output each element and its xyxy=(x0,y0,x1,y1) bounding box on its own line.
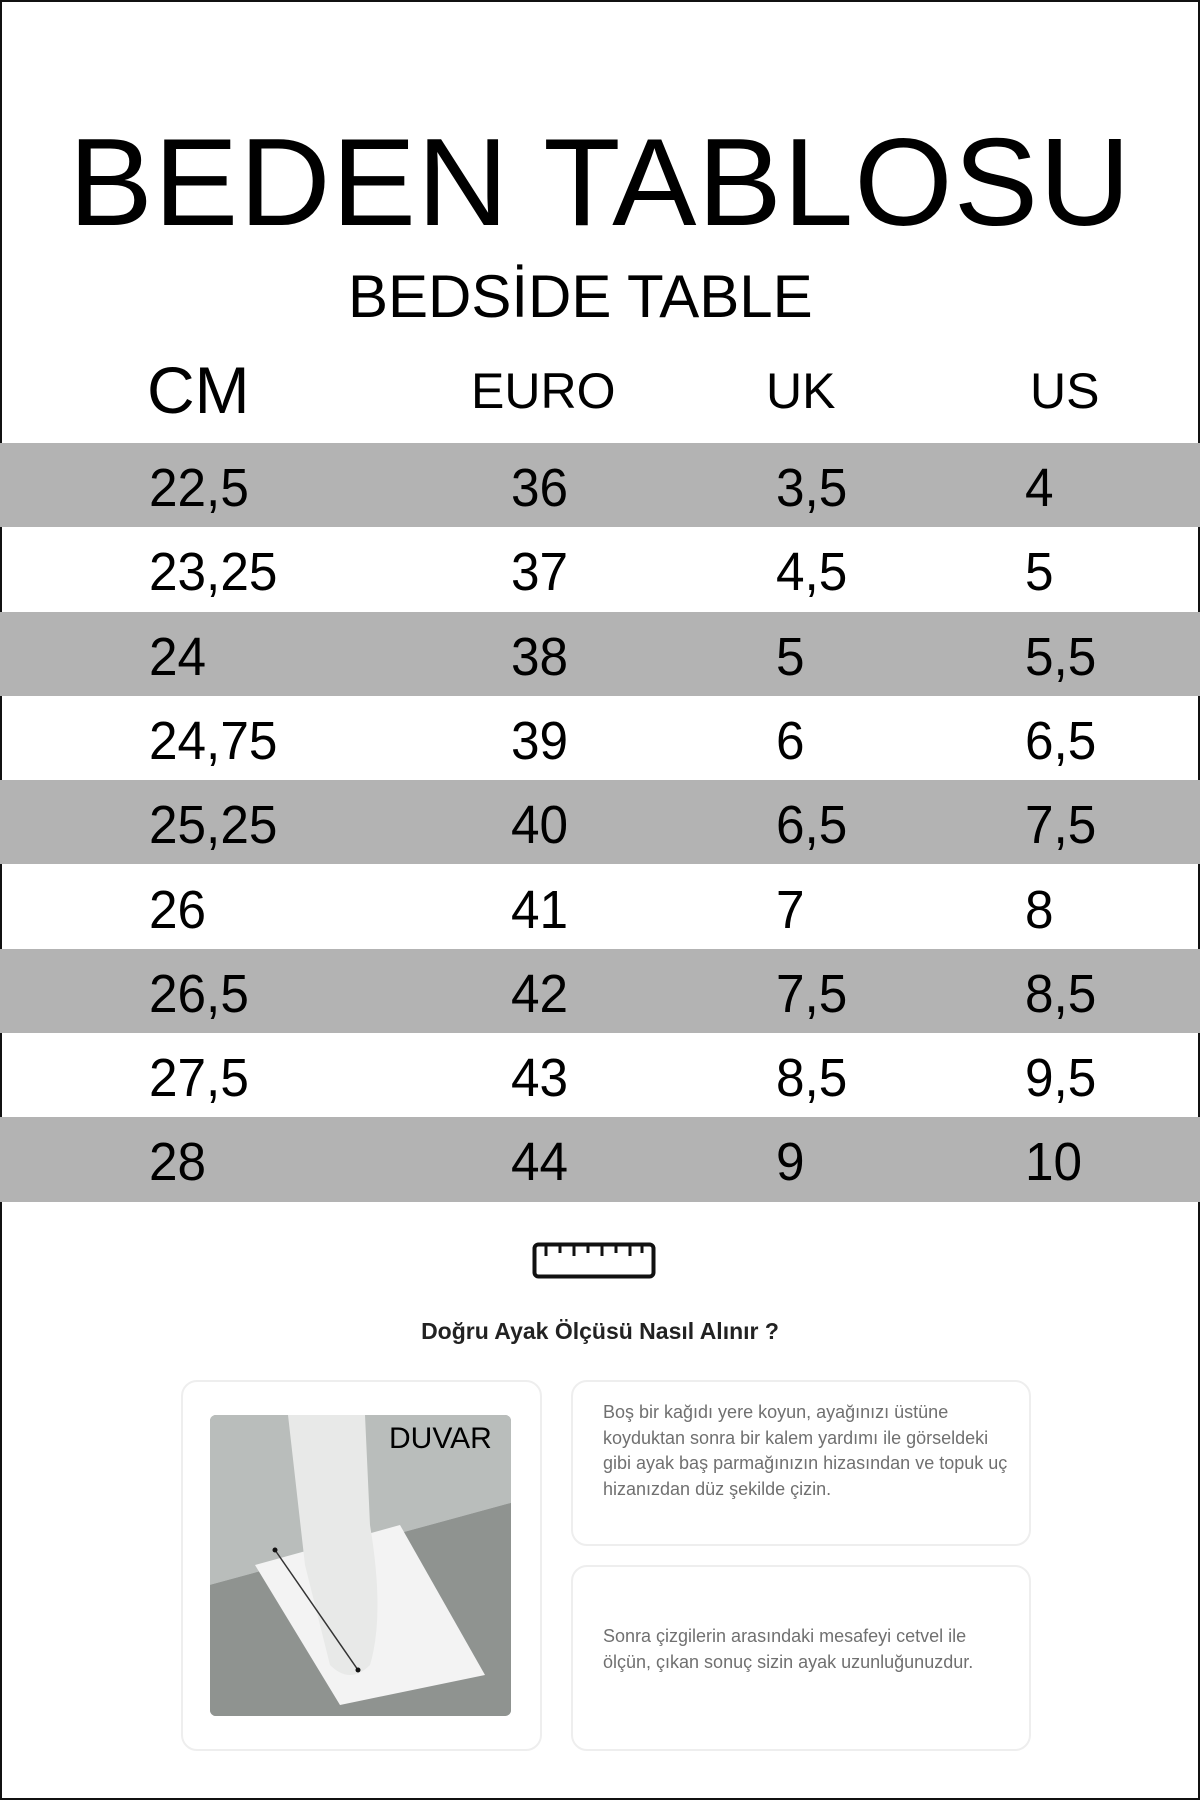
cell-cm: 24,75 xyxy=(149,710,278,771)
guide-heading: Doğru Ayak Ölçüsü Nasıl Alınır ? xyxy=(421,1318,779,1344)
step-1-card: Boş bir kağıdı yere koyun, ayağınızı üst… xyxy=(571,1380,1031,1546)
cell-cm: 25,25 xyxy=(149,795,278,856)
step-1-text: Boş bir kağıdı yere koyun, ayağınızı üst… xyxy=(603,1402,1008,1499)
cell-cm: 23,25 xyxy=(149,542,278,603)
table-row: 28 44 9 10 xyxy=(0,1117,1200,1202)
cell-uk: 6 xyxy=(776,710,805,771)
table-row: 24 38 5 5,5 xyxy=(0,611,1200,696)
cell-us: 8 xyxy=(1025,879,1054,940)
table-row: 24,75 39 6 6,5 xyxy=(0,696,1200,780)
cell-uk: 4,5 xyxy=(776,542,848,603)
cell-cm: 22,5 xyxy=(149,458,249,518)
header-us: US xyxy=(1030,363,1100,419)
cell-cm: 27,5 xyxy=(149,1048,249,1109)
image-label-duvar: DUVAR xyxy=(389,1422,492,1455)
cell-cm: 26,5 xyxy=(149,963,249,1024)
cell-us: 5 xyxy=(1025,542,1054,603)
cell-us: 4 xyxy=(1025,458,1054,518)
table-row: 25,25 40 6,5 7,5 xyxy=(0,780,1200,865)
cell-euro: 38 xyxy=(511,626,569,687)
table-row: 27,5 43 8,5 9,5 xyxy=(0,1033,1200,1117)
cell-us: 6,5 xyxy=(1025,710,1097,771)
cell-us: 9,5 xyxy=(1025,1048,1097,1109)
cell-euro: 37 xyxy=(511,542,569,603)
table-row: 26,5 42 7,5 8,5 xyxy=(0,948,1200,1034)
table-row: 23,25 37 4,5 5 xyxy=(0,527,1200,611)
header-uk: UK xyxy=(766,363,836,419)
cell-euro: 42 xyxy=(511,963,569,1024)
cell-cm: 24 xyxy=(149,626,207,687)
cell-us: 10 xyxy=(1025,1132,1083,1193)
cell-euro: 41 xyxy=(511,879,569,940)
step-2-text: Sonra çizgilerin arasındaki mesafeyi cet… xyxy=(603,1626,974,1672)
foot-measure-image xyxy=(210,1415,511,1716)
table-row: 22,5 36 3,5 4 xyxy=(0,443,1200,528)
header-euro: EURO xyxy=(471,363,616,419)
cell-us: 7,5 xyxy=(1025,795,1097,856)
cell-uk: 9 xyxy=(776,1132,805,1193)
cell-cm: 28 xyxy=(149,1132,207,1193)
cell-euro: 43 xyxy=(511,1048,569,1109)
page-subtitle: BEDSİDE TABLE xyxy=(348,263,813,330)
cell-uk: 7,5 xyxy=(776,963,848,1024)
page-title: BEDEN TABLOSU xyxy=(68,114,1132,252)
header-cm: CM xyxy=(147,353,250,427)
cell-us: 5,5 xyxy=(1025,626,1097,687)
table-row: 26 41 7 8 xyxy=(0,865,1200,949)
cell-uk: 7 xyxy=(776,879,805,940)
cell-euro: 44 xyxy=(511,1132,569,1193)
step-2-card: Sonra çizgilerin arasındaki mesafeyi cet… xyxy=(571,1565,1031,1751)
cell-cm: 26 xyxy=(149,879,207,940)
cell-uk: 5 xyxy=(776,626,805,687)
cell-euro: 39 xyxy=(511,710,569,771)
cell-uk: 3,5 xyxy=(776,458,848,518)
cell-euro: 36 xyxy=(511,458,569,518)
cell-uk: 6,5 xyxy=(776,795,848,856)
cell-us: 8,5 xyxy=(1025,963,1097,1024)
cell-uk: 8,5 xyxy=(776,1048,848,1109)
cell-euro: 40 xyxy=(511,795,569,856)
ruler-icon xyxy=(532,1242,656,1279)
